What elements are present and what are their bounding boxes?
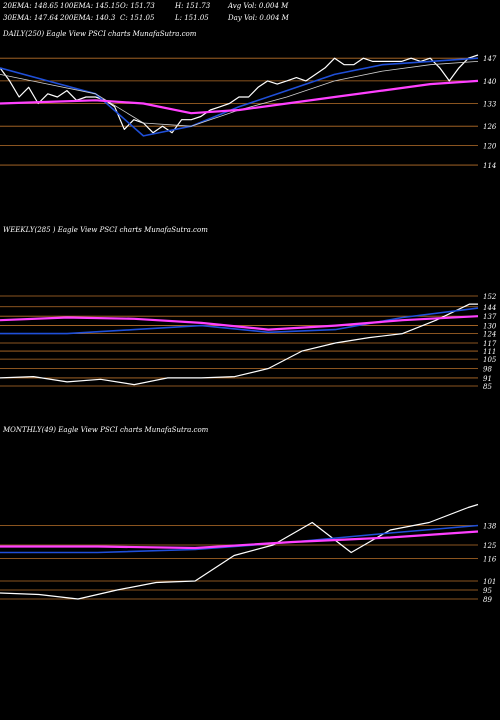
daily-panel: 147 140 133 126 120 114 [0,54,497,170]
header-day-vol: Day Vol: 0.004 M [227,14,290,22]
level-label: 105 [483,356,497,364]
level-label: 89 [483,596,492,604]
level-label: 98 [483,366,492,374]
level-label: 126 [483,123,497,131]
header-close: C: 151.05 [120,14,155,22]
level-label: 147 [483,55,497,63]
monthly-panel-title: MONTHLY(49) Eagle View PSCI charts Munaf… [2,426,209,434]
series-ema-long-line [0,315,479,331]
level-label: 101 [483,578,496,586]
series-ema-long-line [0,79,479,115]
header-avg-vol: Avg Vol: 0.004 M [227,2,289,10]
header-high: H: 151.73 [174,2,211,10]
level-label: 114 [483,162,496,170]
header-stats: 20EMA: 148.65 100EMA: 145.15 O: 151.73 H… [2,2,290,22]
header-low: L: 151.05 [174,14,209,22]
level-label: 152 [483,293,497,301]
level-label: 111 [483,348,496,356]
weekly-panel-title: WEEKLY(285 ) Eagle View PSCI charts Muna… [3,226,208,234]
level-label: 133 [483,101,497,109]
series-price-line [0,303,478,386]
series-ema-short-line [0,307,479,335]
level-label: 85 [483,383,492,391]
header-ema20: 20EMA: 148.65 [2,2,59,10]
level-label: 124 [483,331,496,339]
level-label: 130 [483,323,497,331]
header-ema200: 200EMA: 140.3 [59,14,116,22]
series-ema-short-line [0,57,479,137]
level-label: 144 [483,304,496,312]
series-ema-long-line [0,530,479,550]
level-label: 120 [483,143,497,151]
header-ema100: 100EMA: 145.15 [60,2,120,10]
level-label: 117 [483,340,497,348]
level-label: 125 [483,542,497,550]
header-ema30: 30EMA: 147.64 [3,14,58,22]
level-label: 140 [483,78,497,86]
level-label: 91 [483,375,492,383]
level-label: 137 [483,313,497,321]
header-open: O: 151.73 [120,2,155,10]
level-label: 116 [483,556,497,564]
series-price-line [0,503,479,600]
level-label: 95 [483,587,492,595]
series-price-line [0,54,479,134]
daily-panel-title: DAILY(250) Eagle View PSCI charts Munafa… [2,30,197,38]
level-label: 138 [483,523,497,531]
